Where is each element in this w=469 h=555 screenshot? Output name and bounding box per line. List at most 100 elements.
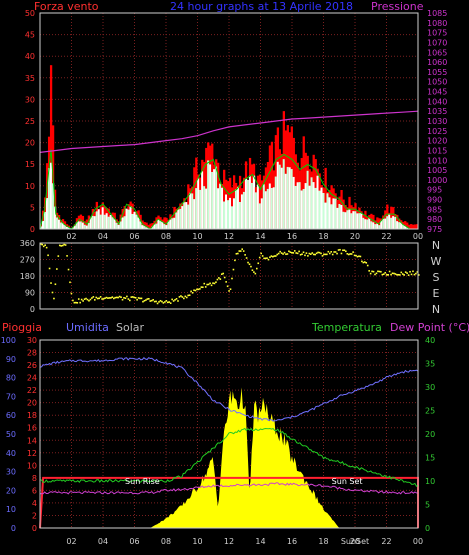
direction-point bbox=[166, 301, 169, 304]
direction-point bbox=[86, 298, 89, 301]
direction-point bbox=[308, 252, 311, 255]
direction-point bbox=[349, 253, 352, 255]
plot-frame bbox=[39, 339, 419, 529]
wind-fill-bar bbox=[310, 177, 313, 229]
wind-fill-bar bbox=[296, 182, 299, 229]
rain-axis-label: Pioggia bbox=[2, 321, 42, 334]
wind-fill-bar bbox=[394, 216, 397, 229]
wind-fill-bar bbox=[141, 225, 144, 229]
wind-fill-bar bbox=[111, 217, 114, 229]
y-tick-label-right: 1010 bbox=[427, 156, 447, 165]
sunrise-label: Sun Rise bbox=[125, 477, 160, 486]
direction-point bbox=[418, 274, 420, 276]
direction-point bbox=[104, 297, 106, 300]
wind-fill-bar bbox=[173, 217, 176, 229]
wind-fill-bar bbox=[300, 190, 303, 229]
solar-axis-label: Solar bbox=[116, 321, 145, 334]
y-tick-label-right: 1040 bbox=[427, 97, 447, 106]
direction-point bbox=[129, 299, 131, 302]
humidity-tick-label: 60 bbox=[6, 411, 16, 420]
direction-point bbox=[178, 296, 181, 298]
direction-point bbox=[107, 297, 109, 299]
wind-fill-bar bbox=[258, 203, 262, 229]
direction-point bbox=[158, 301, 160, 303]
direction-point bbox=[149, 300, 152, 302]
direction-point bbox=[57, 255, 60, 257]
y-tick-label: 45 bbox=[25, 31, 35, 40]
direction-point bbox=[196, 288, 198, 291]
wind-fill-bar bbox=[348, 208, 351, 229]
y-tick-label: 5 bbox=[30, 203, 35, 212]
wind-fill-bar bbox=[47, 168, 51, 229]
direction-point bbox=[254, 272, 257, 275]
wind-fill-bar bbox=[51, 183, 55, 229]
wind-fill-bar bbox=[125, 208, 128, 229]
direction-point bbox=[77, 298, 80, 300]
wind-fill-bar bbox=[151, 226, 154, 229]
direction-point bbox=[222, 272, 225, 275]
wind-fill-bar bbox=[268, 183, 272, 229]
x-tick-label: 14 bbox=[255, 232, 265, 241]
wind-fill-bar bbox=[396, 221, 399, 229]
direction-point bbox=[193, 289, 195, 292]
direction-point bbox=[399, 274, 401, 276]
direction-point bbox=[80, 298, 83, 301]
direction-point bbox=[91, 297, 93, 299]
rain-tick-label: 18 bbox=[27, 411, 37, 420]
direction-point bbox=[396, 273, 398, 276]
wind-fill-bar bbox=[157, 219, 160, 229]
rain-tick-label: 16 bbox=[27, 424, 37, 433]
x-tick-label: 02 bbox=[66, 537, 76, 546]
wind-fill-bar bbox=[350, 213, 353, 229]
wind-bar bbox=[147, 224, 150, 229]
direction-point bbox=[40, 243, 42, 245]
wind-bar bbox=[406, 222, 409, 229]
direction-point bbox=[188, 294, 191, 297]
wind-fill-bar bbox=[59, 222, 63, 229]
direction-point bbox=[369, 272, 372, 275]
rain-tick-label: 0 bbox=[32, 524, 37, 533]
direction-point bbox=[194, 289, 197, 292]
direction-point bbox=[143, 299, 146, 302]
wind-fill-bar bbox=[153, 224, 156, 229]
direction-point bbox=[365, 261, 368, 264]
direction-point bbox=[148, 298, 150, 300]
wind-fill-bar bbox=[181, 206, 184, 229]
y-tick-label-right: 990 bbox=[427, 196, 442, 205]
direction-point bbox=[352, 251, 354, 253]
direction-point bbox=[404, 271, 407, 273]
direction-point bbox=[185, 296, 188, 299]
direction-point bbox=[53, 297, 55, 300]
y-tick-label: 270 bbox=[20, 256, 35, 265]
x-tick-label: 10 bbox=[192, 537, 202, 546]
direction-point bbox=[382, 273, 385, 275]
wind-fill-bar bbox=[175, 212, 178, 229]
direction-point bbox=[98, 297, 100, 300]
y-tick-label: 10 bbox=[25, 182, 35, 191]
direction-point bbox=[190, 290, 192, 293]
direction-point bbox=[362, 261, 365, 264]
wind-fill-bar bbox=[185, 202, 188, 229]
wind-fill-bar bbox=[230, 206, 234, 229]
wind-bar bbox=[410, 224, 413, 229]
wind-fill-bar bbox=[346, 210, 349, 229]
wind-fill-bar bbox=[119, 221, 122, 229]
direction-point bbox=[324, 253, 327, 256]
direction-point bbox=[199, 288, 201, 290]
wind-fill-bar bbox=[384, 218, 387, 229]
temperature-axis-label: Temperatura bbox=[311, 321, 382, 334]
y-tick-label: 90 bbox=[25, 289, 35, 298]
x-tick-label: 14 bbox=[255, 537, 265, 546]
wind-fill-bar bbox=[344, 212, 347, 229]
direction-point bbox=[248, 263, 251, 266]
direction-point bbox=[330, 250, 333, 253]
wind-fill-bar bbox=[280, 167, 284, 229]
direction-point bbox=[403, 274, 406, 276]
direction-point bbox=[207, 283, 210, 286]
direction-point bbox=[108, 297, 111, 299]
direction-point bbox=[191, 291, 194, 294]
wind-fill-bar bbox=[256, 184, 260, 229]
wind-fill-bar bbox=[254, 192, 258, 229]
wind-fill-bar bbox=[43, 211, 47, 229]
wind-fill-bar bbox=[264, 191, 268, 229]
